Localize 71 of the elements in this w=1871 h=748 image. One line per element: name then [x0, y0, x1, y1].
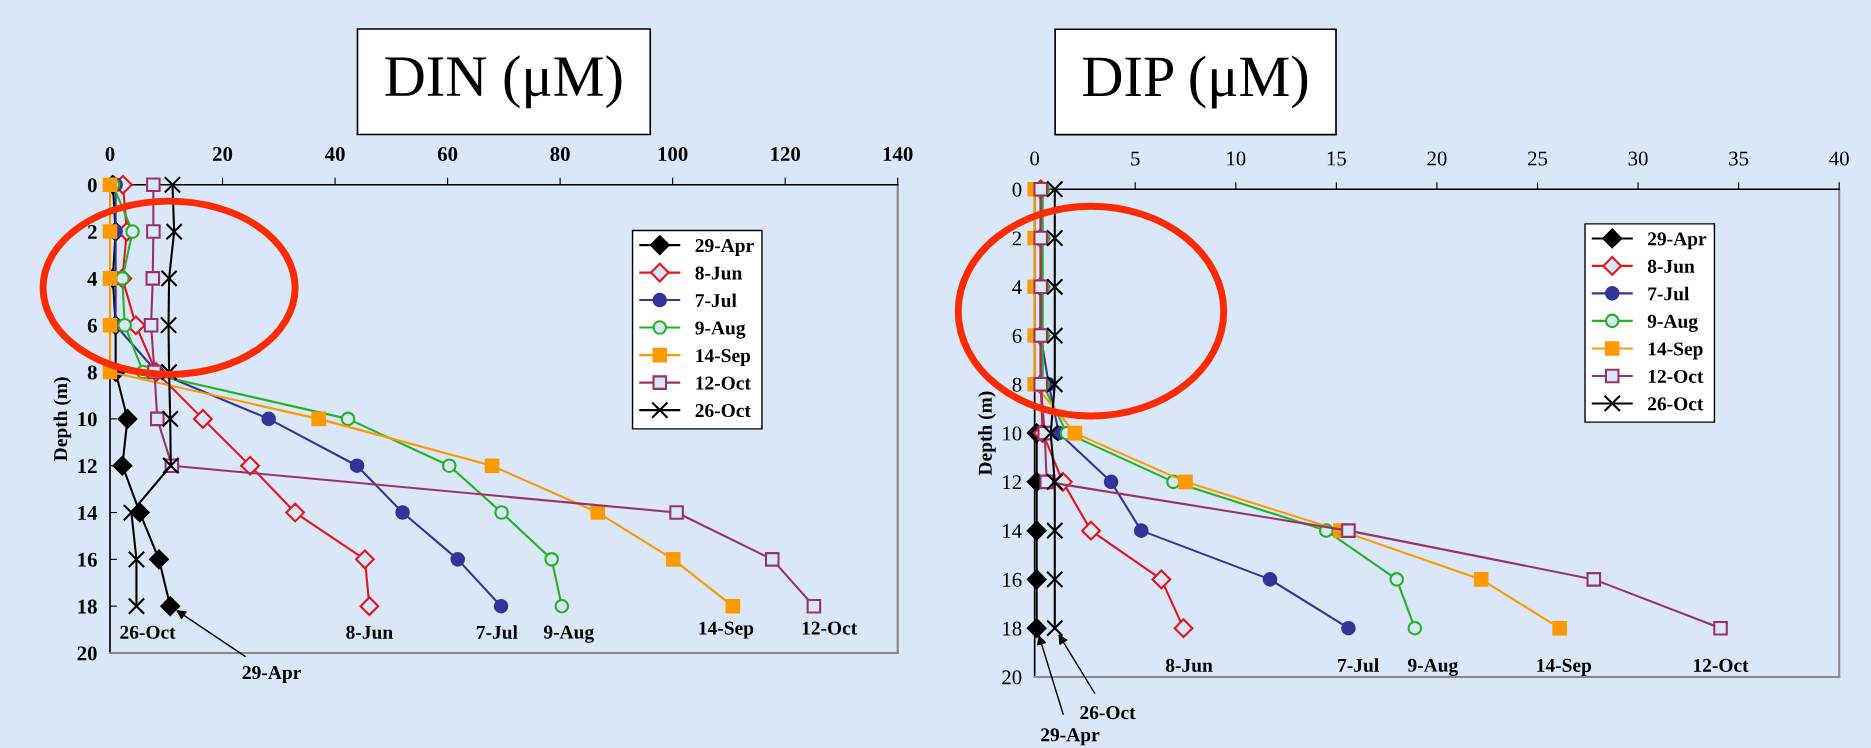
legend-label: 14-Sep — [1648, 342, 1703, 360]
chart-title: DIP (μM) — [1083, 55, 1308, 109]
annotation: 8-Jun — [346, 625, 393, 639]
legend-label: 14-Sep — [696, 349, 751, 367]
y-tick-label: 12 — [1003, 475, 1022, 490]
y-tick-label: 0 — [87, 178, 97, 193]
x-tick-label: 100 — [658, 147, 688, 162]
x-tick-label: 20 — [1427, 151, 1447, 166]
annotation: 7-Jul — [476, 625, 518, 639]
x-tick-label: 5 — [1131, 151, 1140, 166]
y-tick-label: 12 — [78, 459, 97, 473]
chart-title: DIN (μM) — [385, 55, 622, 109]
annotation: 12-Oct — [802, 621, 858, 635]
y-tick-label: 16 — [1003, 572, 1022, 587]
y-tick-label: 4 — [87, 271, 98, 286]
y-tick-label: 20 — [77, 646, 97, 661]
legend-label: 26-Oct — [695, 404, 751, 418]
y-tick-label: 2 — [1012, 231, 1022, 246]
y-tick-label: 18 — [78, 599, 97, 614]
x-tick-label: 30 — [1628, 151, 1648, 166]
legend-label: 8-Jun — [695, 266, 743, 280]
x-tick-label: 0 — [105, 147, 115, 162]
y-tick-label: 10 — [1003, 426, 1022, 441]
legend-label: 9-Aug — [1647, 314, 1698, 332]
annotation: 12-Oct — [1694, 658, 1749, 672]
y-tick-label: 6 — [87, 318, 97, 333]
annotation: 7-Jul — [1338, 658, 1379, 672]
y-tick-label: 14 — [1003, 524, 1022, 538]
y-tick-label: 20 — [1002, 670, 1022, 685]
x-tick-label: 15 — [1327, 151, 1346, 166]
annotation: 9-Aug — [543, 625, 594, 643]
x-tick-label: 60 — [437, 147, 458, 162]
x-tick-label: 140 — [883, 147, 913, 162]
annotation: 14-Sep — [699, 621, 754, 639]
y-tick-label: 2 — [87, 225, 97, 239]
y-tick-label: 10 — [78, 412, 97, 427]
legend-label: 29-Apr — [695, 239, 754, 257]
x-tick-label: 20 — [213, 147, 233, 162]
y-axis-title: Depth (m) — [978, 391, 996, 476]
y-tick-label: 18 — [1003, 621, 1022, 636]
legend-label: 9-Aug — [695, 321, 746, 339]
x-tick-label: 0 — [1030, 151, 1040, 166]
x-tick-label: 80 — [550, 147, 570, 162]
x-tick-label: 10 — [1227, 151, 1246, 166]
y-tick-label: 4 — [1012, 280, 1022, 295]
legend-label: 26-Oct — [1648, 397, 1704, 411]
legend-label: 12-Oct — [1648, 369, 1704, 383]
x-tick-label: 25 — [1527, 151, 1548, 166]
legend-label: 12-Oct — [696, 376, 751, 390]
annotation: 14-Sep — [1537, 658, 1592, 676]
x-tick-label: 35 — [1729, 151, 1749, 166]
annotation: 9-Aug — [1408, 658, 1459, 676]
y-tick-label: 0 — [1012, 182, 1022, 197]
y-tick-label: 14 — [78, 506, 98, 520]
annotation: 8-Jun — [1165, 658, 1213, 672]
legend-label: 7-Jul — [695, 293, 737, 308]
annotation: 29-Apr — [242, 666, 301, 684]
annotation: 29-Apr — [1041, 728, 1100, 746]
legend-label: 29-Apr — [1648, 232, 1707, 250]
legend-label: 7-Jul — [1648, 286, 1690, 301]
x-tick-label: 120 — [771, 147, 801, 162]
y-tick-label: 8 — [87, 365, 97, 380]
annotation: 26-Oct — [1080, 706, 1136, 720]
annotation: 26-Oct — [120, 625, 176, 639]
y-tick-label: 16 — [78, 552, 97, 567]
legend-label: 8-Jun — [1647, 259, 1695, 273]
x-tick-label: 40 — [1829, 151, 1849, 166]
y-tick-label: 6 — [1012, 328, 1022, 343]
y-axis-title: Depth (m) — [53, 377, 72, 461]
y-tick-label: 8 — [1012, 377, 1022, 392]
x-tick-label: 40 — [324, 147, 345, 162]
